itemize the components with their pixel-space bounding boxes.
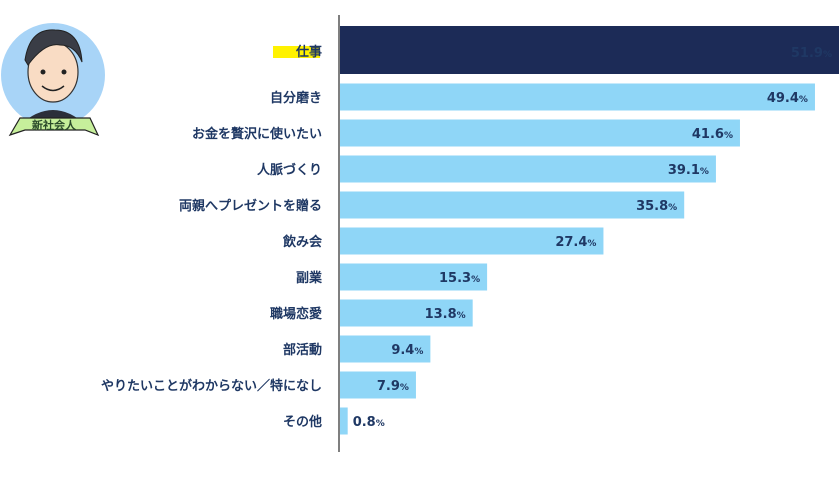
value-label: 41.6%	[692, 127, 733, 142]
category-label: 両親へプレゼントを贈る	[179, 198, 322, 214]
category-label: 部活動	[283, 342, 322, 358]
bar-3	[340, 155, 716, 183]
bar-7	[340, 299, 473, 327]
value-label: 51.9%	[791, 46, 832, 61]
highlight-marker	[273, 46, 320, 58]
category-label: 人脈づくり	[257, 162, 322, 178]
value-label: 39.1%	[668, 163, 709, 178]
value-label: 27.4%	[555, 235, 596, 250]
value-label: 0.8%	[353, 415, 385, 430]
bar-1	[340, 83, 815, 111]
bar-5	[340, 227, 604, 255]
bar-2	[340, 119, 740, 147]
bar-6	[340, 263, 488, 291]
category-label: 仕事	[295, 44, 322, 60]
avatar: 新社会人	[1, 23, 105, 137]
category-label: その他	[283, 414, 322, 430]
category-label: 職場恋愛	[270, 306, 322, 322]
bar-9	[340, 371, 416, 399]
value-label: 15.3%	[439, 271, 480, 286]
bar-8	[340, 335, 431, 363]
badge-text: 新社会人	[32, 118, 77, 132]
value-label: 13.8%	[425, 307, 466, 322]
category-label: 副業	[296, 270, 323, 286]
value-label: 49.4%	[767, 91, 808, 106]
bar-10	[340, 407, 348, 435]
value-label: 9.4%	[391, 343, 423, 358]
value-label: 7.9%	[377, 379, 409, 394]
category-label: やりたいことがわからない／特になし	[101, 378, 322, 394]
bar-0	[340, 26, 839, 74]
bar-4	[340, 191, 685, 219]
category-label: 自分磨き	[270, 90, 322, 106]
category-label: お金を贅沢に使いたい	[192, 126, 322, 142]
value-label: 35.8%	[636, 199, 677, 214]
category-label: 飲み会	[282, 234, 323, 250]
